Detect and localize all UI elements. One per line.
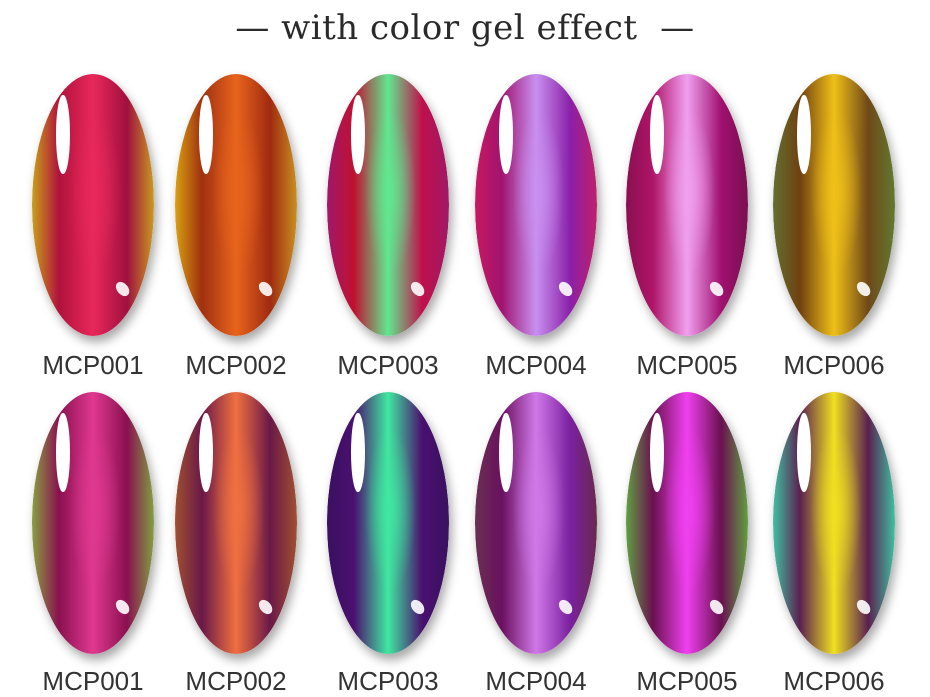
nail-color-body	[327, 74, 449, 336]
nail-highlight	[199, 412, 213, 492]
nail-swatch-mcp003-row2	[327, 392, 449, 654]
nail-color-body	[32, 74, 154, 336]
nail-highlight	[56, 94, 70, 174]
nail-color-body	[773, 392, 895, 654]
nail-highlight	[797, 412, 811, 492]
nail-color-body	[626, 74, 748, 336]
nail-highlight	[499, 94, 513, 174]
nail-swatch-mcp005-row2	[626, 392, 748, 654]
swatch-label: MCP005	[636, 666, 738, 696]
swatch-label: MCP004	[485, 666, 587, 696]
nail-color-body	[475, 74, 597, 336]
swatch-label: MCP002	[185, 350, 287, 380]
swatch-label: MCP005	[636, 350, 738, 380]
nail-highlight	[56, 412, 70, 492]
nail-swatch-mcp001-row1	[32, 74, 154, 336]
nail-highlight	[650, 94, 664, 174]
nail-swatch-mcp006-row1	[773, 74, 895, 336]
swatch-label: MCP004	[485, 350, 587, 380]
nail-color-body	[175, 74, 297, 336]
nail-color-body	[32, 392, 154, 654]
nail-color-body	[327, 392, 449, 654]
page-title: — with color gel effect —	[235, 8, 695, 48]
nail-highlight	[351, 412, 365, 492]
nail-swatch-mcp005-row1	[626, 74, 748, 336]
nail-swatch-mcp004-row2	[475, 392, 597, 654]
nail-color-body	[773, 74, 895, 336]
swatch-label: MCP006	[783, 350, 885, 380]
nail-color-body	[175, 392, 297, 654]
swatch-label: MCP001	[42, 350, 144, 380]
nail-color-body	[626, 392, 748, 654]
swatch-label: MCP003	[337, 666, 439, 696]
nail-highlight	[351, 94, 365, 174]
swatch-label: MCP002	[185, 666, 287, 696]
swatch-label: MCP006	[783, 666, 885, 696]
nail-swatch-mcp001-row2	[32, 392, 154, 654]
nail-swatch-mcp006-row2	[773, 392, 895, 654]
nail-swatch-mcp002-row1	[175, 74, 297, 336]
nail-highlight	[499, 412, 513, 492]
swatch-label: MCP003	[337, 350, 439, 380]
nail-swatch-mcp003-row1	[327, 74, 449, 336]
nail-swatch-mcp002-row2	[175, 392, 297, 654]
nail-color-body	[475, 392, 597, 654]
nail-swatch-mcp004-row1	[475, 74, 597, 336]
nail-highlight	[797, 94, 811, 174]
swatch-label: MCP001	[42, 666, 144, 696]
nail-highlight	[199, 94, 213, 174]
nail-highlight	[650, 412, 664, 492]
